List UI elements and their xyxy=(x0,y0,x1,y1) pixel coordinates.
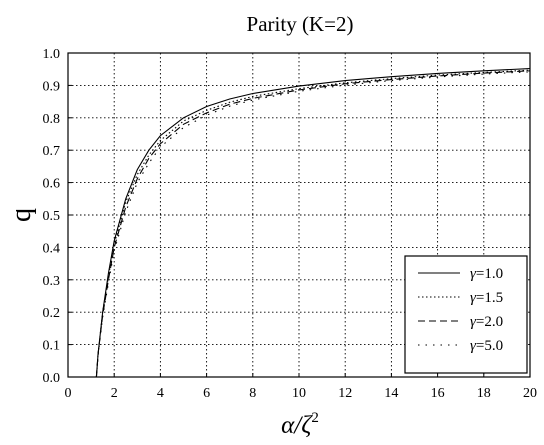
y-tick-label: 1.0 xyxy=(43,47,61,62)
x-tick-label: 8 xyxy=(249,386,256,401)
x-axis-label-text: α/ζ xyxy=(281,412,313,439)
series-line-2 xyxy=(95,69,531,378)
y-tick-label: 0.6 xyxy=(43,177,61,192)
x-tick-label: 12 xyxy=(338,386,352,401)
series-layer xyxy=(95,68,531,378)
legend-label-symbol: γ xyxy=(470,338,477,354)
y-tick-label: 0.2 xyxy=(43,306,61,321)
y-axis-label: q xyxy=(6,208,37,222)
x-axis-label: α/ζ2 xyxy=(281,410,319,439)
series-line-1 xyxy=(95,68,531,378)
chart-title: Parity (K=2) xyxy=(247,12,354,36)
y-tick-label: 0.1 xyxy=(43,339,61,354)
series-line-3 xyxy=(95,70,531,378)
y-tick-label: 0.3 xyxy=(43,274,61,289)
legend-label: γ=1.0 xyxy=(470,266,503,282)
x-tick-label: 10 xyxy=(292,386,306,401)
legend-label-value: =1.5 xyxy=(476,290,503,306)
legend-label-symbol: γ xyxy=(470,266,477,282)
x-tick-label: 6 xyxy=(203,386,210,401)
legend-label-symbol: γ xyxy=(470,290,477,306)
legend-label: γ=1.5 xyxy=(470,290,503,306)
legend-label: γ=2.0 xyxy=(470,314,503,330)
x-tick-label: 4 xyxy=(157,386,164,401)
y-tick-label: 0.7 xyxy=(43,144,61,159)
x-tick-label: 0 xyxy=(65,386,72,401)
x-tick-label: 16 xyxy=(431,386,445,401)
x-axis-label-superscript: 2 xyxy=(311,410,319,426)
legend-label-value: =2.0 xyxy=(476,314,503,330)
legend-box xyxy=(404,255,528,374)
y-tick-label: 0.9 xyxy=(43,79,61,94)
legend-label-value: =1.0 xyxy=(476,266,503,282)
y-tick-label: 0.0 xyxy=(43,371,61,386)
tick-labels: 0 2 4 6 8 10 12 14 16 18 20 0.0 0.1 0.2 0.3 0.4 0.5 0.6 0.… xyxy=(43,47,538,401)
x-tick-label: 2 xyxy=(111,386,118,401)
y-tick-label: 0.4 xyxy=(43,241,61,256)
legend-label-symbol: γ xyxy=(470,314,477,330)
y-tick-label: 0.8 xyxy=(43,112,61,127)
legend: γ=1.0γ=1.5γ=2.0γ=5.0 xyxy=(404,255,528,374)
x-tick-label: 18 xyxy=(477,386,491,401)
legend-label-value: =5.0 xyxy=(476,338,503,354)
y-tick-label: 0.5 xyxy=(43,209,61,224)
x-tick-label: 14 xyxy=(384,386,398,401)
legend-label: γ=5.0 xyxy=(470,338,503,354)
x-tick-label: 20 xyxy=(523,386,537,401)
